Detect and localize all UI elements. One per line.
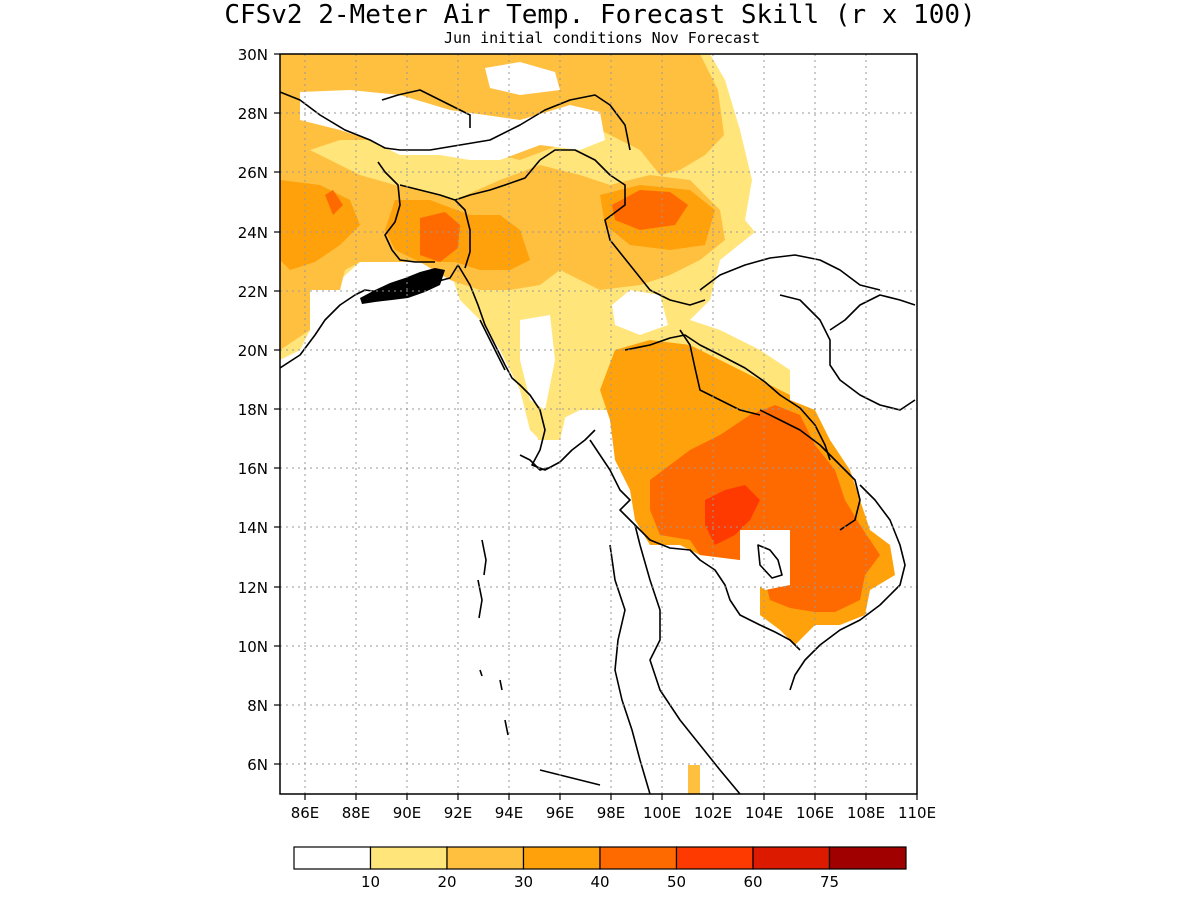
region-skill-20-30-south-spot bbox=[688, 765, 700, 794]
x-tick-label: 92E bbox=[444, 804, 473, 822]
y-tick-label: 30N bbox=[238, 46, 268, 64]
region-hole-myanmar-delta bbox=[520, 315, 555, 410]
x-tick-label: 100E bbox=[643, 804, 681, 822]
colorbar-label: 10 bbox=[361, 873, 380, 891]
colorbar-swatch bbox=[675, 846, 754, 870]
x-tick-label: 94E bbox=[495, 804, 524, 822]
y-tick-label: 14N bbox=[238, 519, 268, 537]
region-skill-40-50-yunnan bbox=[612, 190, 688, 230]
sundarbans-coast bbox=[360, 268, 445, 304]
map-title: CFSv2 2-Meter Air Temp. Forecast Skill (… bbox=[224, 0, 976, 30]
colorbar-swatch bbox=[828, 846, 907, 870]
grid-lines bbox=[280, 54, 917, 794]
colorbar-label: 75 bbox=[820, 873, 839, 891]
y-tick-label: 28N bbox=[238, 105, 268, 123]
colorbar: 10 20 30 40 50 60 75 bbox=[293, 846, 907, 891]
colorbar-label: 40 bbox=[590, 873, 609, 891]
colorbar-label: 50 bbox=[667, 873, 686, 891]
x-tick-label: 90E bbox=[393, 804, 422, 822]
region-hole-laos bbox=[612, 290, 668, 335]
region-hole-north-patch bbox=[485, 62, 560, 95]
y-tick-label: 22N bbox=[238, 283, 268, 301]
x-tick-label: 86E bbox=[291, 804, 320, 822]
region-skill-40-50-spot bbox=[325, 190, 343, 215]
y-tick-label: 18N bbox=[238, 401, 268, 419]
region-hole-bay bbox=[310, 290, 330, 345]
map-subtitle: Jun initial conditions Nov Forecast bbox=[443, 29, 761, 47]
x-tick-label: 106E bbox=[796, 804, 834, 822]
map-frame bbox=[279, 53, 918, 795]
colorbar-swatch bbox=[599, 846, 678, 870]
region-skill-50-60-core bbox=[705, 485, 760, 545]
region-hole-tonlesap bbox=[740, 530, 790, 590]
x-tick-labels: 86E 88E 90E 92E 94E 96E 98E 100E 102E 10… bbox=[291, 804, 936, 822]
coastlines-and-borders bbox=[280, 89, 916, 794]
colorbar-swatch bbox=[522, 846, 601, 870]
x-tick-label: 110E bbox=[898, 804, 936, 822]
colorbar-swatch bbox=[446, 846, 525, 870]
y-tick-label: 10N bbox=[238, 638, 268, 656]
x-tick-label: 96E bbox=[546, 804, 575, 822]
y-tick-label: 26N bbox=[238, 164, 268, 182]
y-tick-labels: 30N 28N 26N 24N 22N 20N 18N 16N 14N 12N … bbox=[238, 46, 268, 774]
x-tick-label: 98E bbox=[597, 804, 626, 822]
colorbar-swatch bbox=[752, 846, 831, 870]
y-tick-label: 6N bbox=[247, 756, 268, 774]
y-tick-label: 12N bbox=[238, 579, 268, 597]
x-tick-label: 102E bbox=[694, 804, 732, 822]
x-tick-label: 88E bbox=[342, 804, 371, 822]
y-tick-label: 8N bbox=[247, 697, 268, 715]
region-skill-10-20-gulf-strip bbox=[535, 418, 565, 440]
y-tick-label: 24N bbox=[238, 224, 268, 242]
colorbar-swatch bbox=[369, 846, 448, 870]
region-skill-40-50-bengal bbox=[420, 212, 460, 262]
x-tick-label: 108E bbox=[847, 804, 885, 822]
colorbar-label: 60 bbox=[743, 873, 762, 891]
colorbar-label: 30 bbox=[514, 873, 533, 891]
colorbar-label: 20 bbox=[437, 873, 456, 891]
x-tick-label: 104E bbox=[745, 804, 783, 822]
y-tick-label: 20N bbox=[238, 342, 268, 360]
y-tick-label: 16N bbox=[238, 460, 268, 478]
tick-marks bbox=[274, 53, 918, 800]
region-skill-40-50-indochina bbox=[650, 405, 880, 612]
colorbar-swatch bbox=[293, 846, 372, 870]
region-hole-hainan-coast bbox=[790, 360, 917, 560]
